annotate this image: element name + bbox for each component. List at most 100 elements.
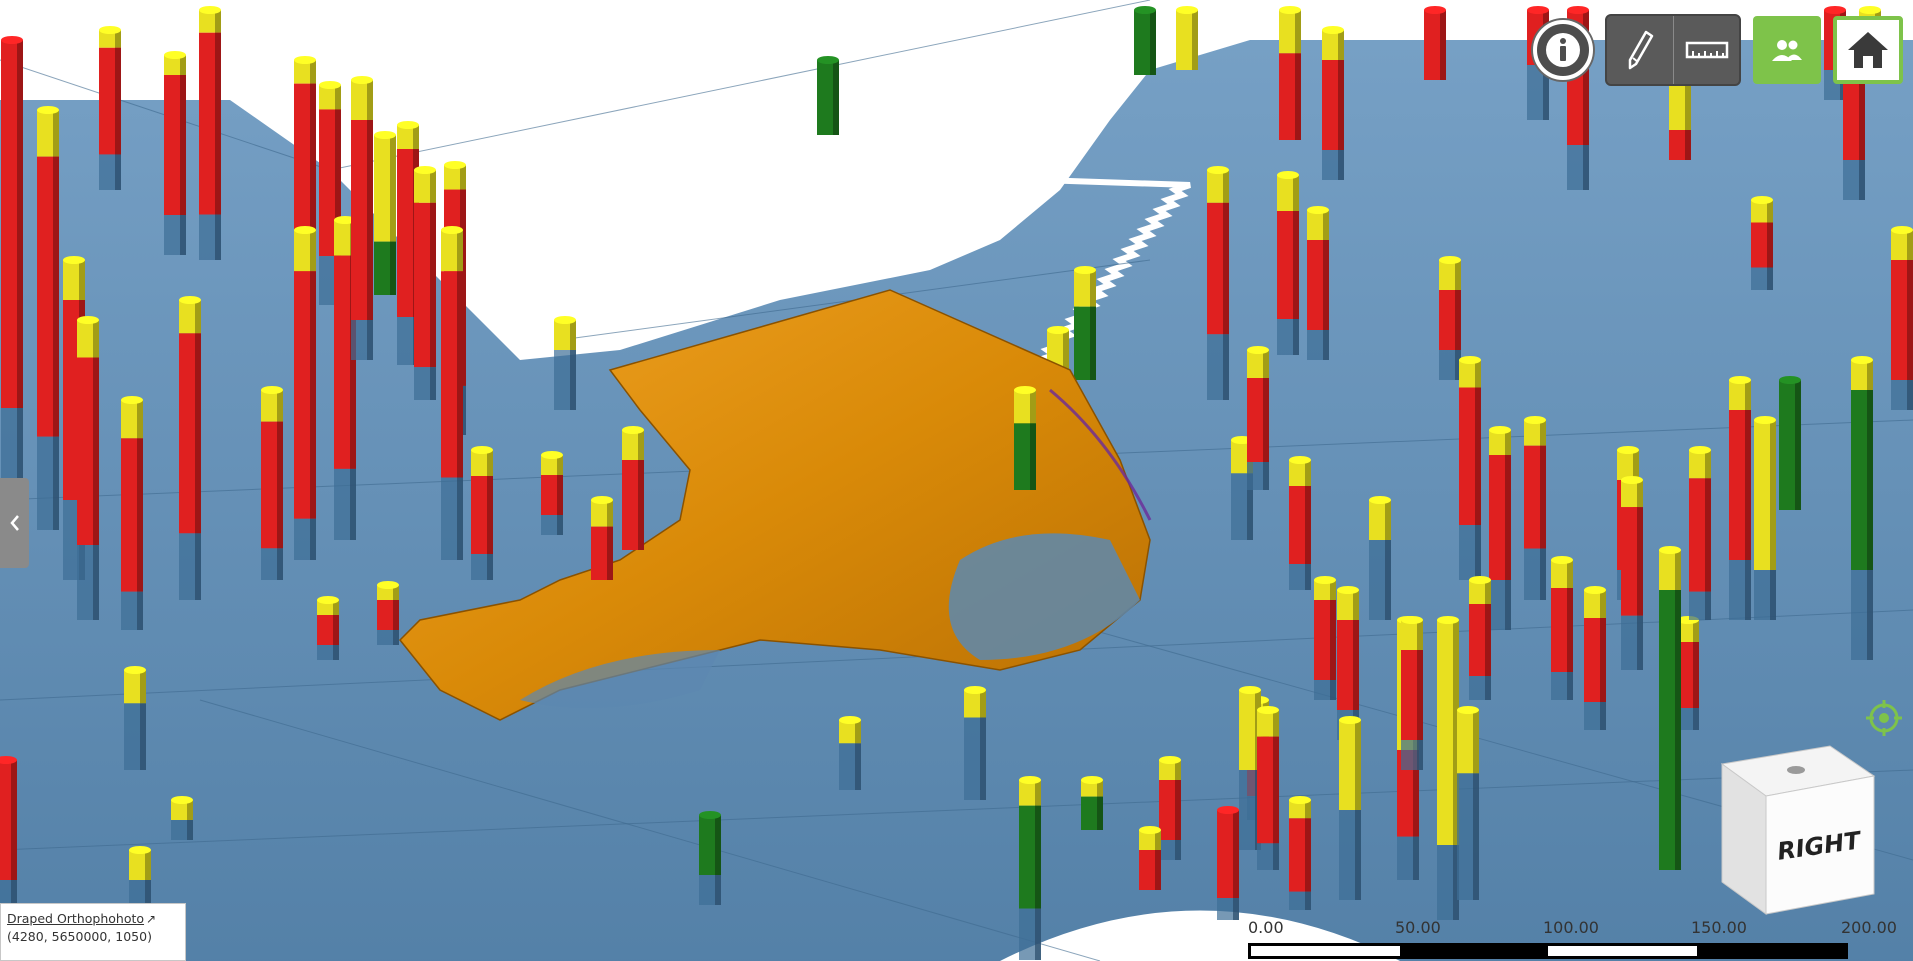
scale-segment bbox=[1251, 946, 1400, 956]
borehole-shadow bbox=[215, 214, 221, 260]
borehole-shadow bbox=[1455, 350, 1461, 380]
borehole-shadow bbox=[1175, 780, 1181, 840]
borehole-cap bbox=[129, 846, 151, 854]
borehole-cap bbox=[351, 76, 373, 84]
borehole-shadow bbox=[1637, 507, 1643, 616]
home-button[interactable] bbox=[1833, 16, 1903, 84]
surface-hole bbox=[948, 533, 1140, 660]
borehole-shadow bbox=[430, 367, 436, 400]
locate-button[interactable] bbox=[1864, 698, 1904, 738]
borehole-shadow bbox=[1540, 445, 1546, 549]
borehole-shadow bbox=[140, 670, 146, 704]
borehole-shadow bbox=[195, 333, 201, 534]
borehole-cap bbox=[1779, 376, 1801, 384]
borehole-shadow bbox=[1413, 836, 1419, 880]
borehole-shadow bbox=[115, 30, 121, 48]
borehole-shadow bbox=[457, 230, 463, 272]
borehole-shadow bbox=[1705, 450, 1711, 479]
borehole-shadow bbox=[1867, 570, 1873, 660]
borehole-cap bbox=[1337, 586, 1359, 594]
borehole-cap bbox=[0, 756, 17, 764]
ruler-icon bbox=[1685, 41, 1728, 59]
borehole-cap bbox=[622, 426, 644, 434]
borehole-shadow bbox=[1675, 590, 1681, 870]
borehole-shadow bbox=[1293, 211, 1299, 319]
borehole-shadow bbox=[1293, 319, 1299, 355]
borehole-shadow bbox=[367, 320, 373, 360]
terrain-gridline bbox=[329, 0, 1151, 171]
borehole-cap bbox=[1369, 496, 1391, 504]
crosshair-icon bbox=[1866, 700, 1902, 736]
borehole-shadow bbox=[1305, 891, 1311, 910]
borehole-shadow bbox=[1150, 10, 1156, 75]
scale-segment bbox=[1696, 946, 1845, 956]
borehole-shadow bbox=[367, 80, 373, 120]
navigation-cube[interactable]: RIGHT bbox=[1712, 742, 1878, 916]
side-panel-toggle[interactable] bbox=[0, 478, 29, 568]
measure-tool-button[interactable] bbox=[1673, 16, 1739, 84]
borehole-shadow bbox=[1030, 423, 1036, 490]
tool-group bbox=[1605, 14, 1741, 86]
borehole-shadow bbox=[1355, 720, 1361, 810]
borehole-shadow bbox=[93, 357, 99, 545]
borehole-shadow bbox=[1567, 560, 1573, 588]
borehole-cap bbox=[1437, 616, 1459, 624]
borehole-shadow bbox=[79, 260, 85, 300]
scale-bar-segments bbox=[1248, 943, 1848, 959]
borehole-shadow bbox=[413, 125, 419, 149]
borehole-shadow bbox=[1693, 620, 1699, 642]
borehole-cap bbox=[591, 496, 613, 504]
borehole-shadow bbox=[557, 515, 563, 535]
borehole-cap bbox=[1081, 776, 1103, 784]
borehole-shadow bbox=[215, 32, 221, 215]
borehole-shadow bbox=[1583, 10, 1589, 145]
borehole-shadow bbox=[1295, 53, 1301, 141]
borehole-cap bbox=[441, 226, 463, 234]
borehole-shadow bbox=[1338, 150, 1344, 180]
borehole-cap bbox=[1339, 716, 1361, 724]
borehole-shadow bbox=[487, 554, 493, 580]
borehole-shadow bbox=[1305, 486, 1311, 564]
borehole-shadow bbox=[1633, 450, 1639, 480]
borehole-cap bbox=[1567, 6, 1589, 14]
borehole-shadow bbox=[277, 390, 283, 422]
borehole-shadow bbox=[1263, 462, 1269, 490]
borehole-shadow bbox=[1693, 642, 1699, 708]
pencil-icon bbox=[1628, 30, 1654, 70]
terrain-gridline bbox=[0, 769, 1913, 851]
users-button[interactable] bbox=[1753, 16, 1821, 84]
borehole-shadow bbox=[137, 591, 143, 630]
borehole-shadow bbox=[1385, 540, 1391, 620]
scale-segment bbox=[1399, 946, 1548, 956]
borehole-shadow bbox=[1907, 230, 1913, 260]
borehole-shadow bbox=[557, 455, 563, 475]
borehole-shadow bbox=[1505, 580, 1511, 630]
borehole-shadow bbox=[1485, 676, 1491, 700]
borehole-shadow bbox=[1417, 650, 1423, 740]
borehole-shadow bbox=[430, 202, 436, 368]
borehole-shadow bbox=[140, 703, 146, 770]
borehole-shadow bbox=[1273, 710, 1279, 737]
draw-tool-button[interactable] bbox=[1607, 16, 1673, 84]
layer-name-link[interactable]: Draped Orthophohoto bbox=[7, 911, 145, 926]
borehole-shadow bbox=[215, 10, 221, 33]
borehole-shadow bbox=[1175, 840, 1181, 860]
borehole-shadow bbox=[1485, 580, 1491, 604]
borehole-cap bbox=[294, 226, 316, 234]
borehole-shadow bbox=[1295, 10, 1301, 54]
info-button[interactable] bbox=[1533, 20, 1593, 80]
borehole-shadow bbox=[1540, 548, 1546, 600]
borehole-shadow bbox=[1505, 430, 1511, 455]
borehole-cap bbox=[554, 316, 576, 324]
borehole-shadow bbox=[1473, 710, 1479, 774]
borehole-shadow bbox=[1323, 330, 1329, 360]
borehole-shadow bbox=[1330, 580, 1336, 600]
scale-label: 150.00 bbox=[1691, 918, 1747, 937]
borehole-shadow bbox=[1090, 306, 1096, 380]
borehole-cap bbox=[377, 581, 399, 589]
borehole-shadow bbox=[1233, 898, 1239, 920]
borehole-shadow bbox=[1223, 170, 1229, 203]
external-link-icon[interactable]: ↗ bbox=[146, 912, 157, 926]
